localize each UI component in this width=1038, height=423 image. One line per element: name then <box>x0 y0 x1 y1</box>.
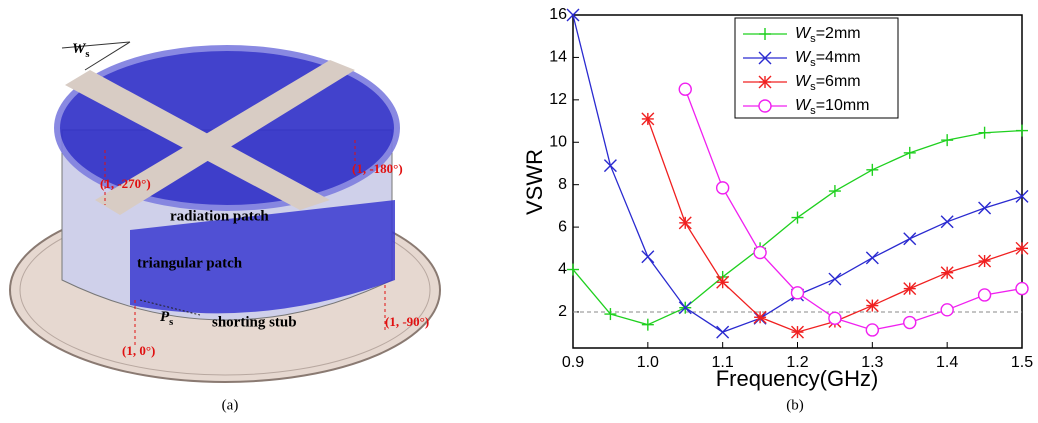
label-port: (1, 0°) <box>122 343 155 358</box>
legend-label: Ws=6mm <box>795 73 861 93</box>
marker <box>941 267 953 279</box>
marker-stroke <box>979 289 991 301</box>
marker <box>717 326 729 338</box>
y-tick-label: 2 <box>558 303 567 320</box>
marker-stroke <box>866 324 878 336</box>
x-tick-label: 0.9 <box>562 354 584 371</box>
marker <box>679 83 691 95</box>
label-triangular-patch: triangular patch <box>137 255 243 271</box>
marker-stroke <box>1016 283 1028 295</box>
label-ws: Ws <box>72 41 89 60</box>
x-tick-label: 1.4 <box>936 354 958 371</box>
marker <box>941 134 953 146</box>
marker <box>866 252 878 264</box>
marker <box>642 251 654 263</box>
y-tick-label: 6 <box>558 218 567 235</box>
marker <box>717 182 729 194</box>
marker <box>754 247 766 259</box>
marker <box>1016 125 1028 137</box>
marker <box>979 255 991 267</box>
marker <box>759 76 771 88</box>
marker <box>829 273 841 285</box>
marker <box>866 324 878 336</box>
marker <box>979 289 991 301</box>
marker <box>792 326 804 338</box>
x-tick-label: 1.3 <box>861 354 883 371</box>
marker <box>754 311 766 323</box>
marker <box>1016 242 1028 254</box>
caption: (b) <box>786 397 804 413</box>
label-radiation-patch: radiation patch <box>170 208 269 224</box>
x-tick-label: 1.2 <box>786 354 808 371</box>
marker-stroke <box>759 100 771 112</box>
legend-label: Ws=4mm <box>795 49 861 69</box>
marker <box>759 100 771 112</box>
marker-stroke <box>941 304 953 316</box>
marker-stroke <box>754 247 766 259</box>
label-shorting-stub: shorting stub <box>212 314 297 330</box>
caption: (a) <box>222 397 239 413</box>
x-tick-label: 1.5 <box>1011 354 1033 371</box>
marker-stroke <box>829 312 841 324</box>
marker-stroke <box>792 287 804 299</box>
x-tick-label: 1.0 <box>637 354 659 371</box>
y-tick-label: 10 <box>549 133 567 150</box>
marker-stroke <box>904 317 916 329</box>
marker-stroke <box>679 83 691 95</box>
figure: Ws (1, -270°) (1, -180°) radiation patch… <box>0 0 1038 423</box>
marker <box>679 217 691 229</box>
label-port: (1, -270°) <box>100 176 151 191</box>
y-tick-label: 12 <box>549 91 567 108</box>
marker <box>979 127 991 139</box>
marker <box>792 287 804 299</box>
y-tick-label: 8 <box>558 176 567 193</box>
x-tick-label: 1.1 <box>712 354 734 371</box>
y-tick-label: 14 <box>549 49 567 66</box>
marker <box>829 312 841 324</box>
marker <box>642 113 654 125</box>
marker <box>904 317 916 329</box>
marker <box>941 216 953 228</box>
y-axis-label: VSWR <box>522 149 547 215</box>
marker <box>866 164 878 176</box>
label-port: (1, -90°) <box>385 314 429 329</box>
y-tick-label: 16 <box>549 6 567 23</box>
marker <box>642 319 654 331</box>
marker <box>1016 283 1028 295</box>
marker <box>904 147 916 159</box>
marker <box>979 202 991 214</box>
marker <box>904 233 916 245</box>
y-tick-label: 4 <box>558 261 567 278</box>
series-line <box>648 119 1022 332</box>
marker <box>829 185 841 197</box>
legend-label: Ws=2mm <box>795 25 861 45</box>
marker <box>941 304 953 316</box>
marker <box>604 160 616 172</box>
marker-stroke <box>717 182 729 194</box>
label-port: (1, -180°) <box>352 161 403 176</box>
marker <box>866 300 878 312</box>
marker <box>904 283 916 295</box>
marker <box>717 276 729 288</box>
legend-label: Ws=10mm <box>795 97 870 117</box>
